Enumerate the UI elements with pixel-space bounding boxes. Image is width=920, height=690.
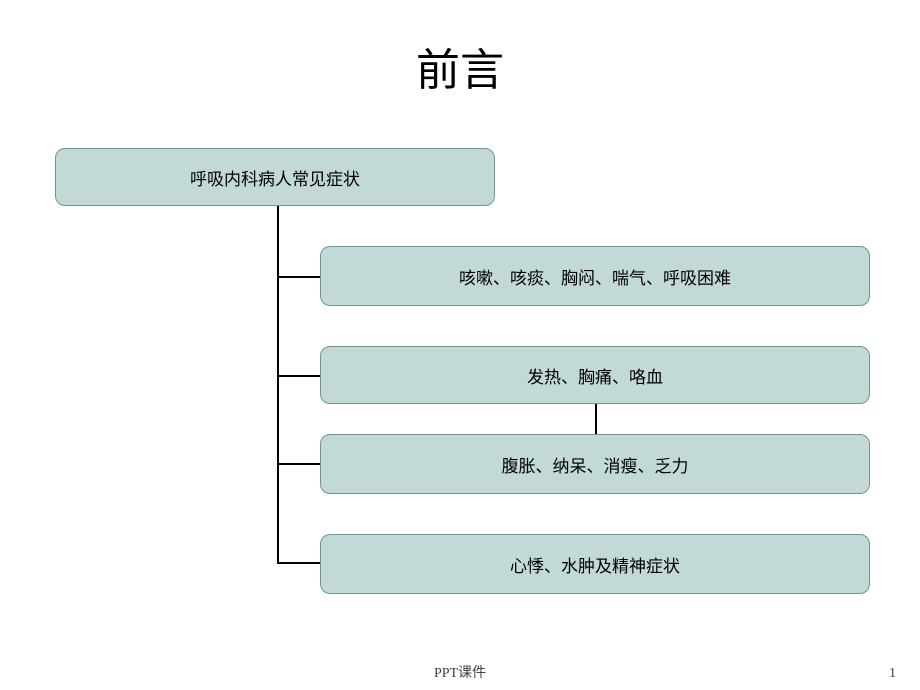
tree-branch-4 bbox=[277, 562, 320, 564]
tree-branch-3 bbox=[277, 463, 320, 465]
vertical-link-2-3 bbox=[595, 404, 597, 434]
child-node-2-label: 发热、胸痛、咯血 bbox=[527, 363, 663, 388]
root-node: 呼吸内科病人常见症状 bbox=[55, 148, 495, 206]
tree-trunk bbox=[277, 206, 279, 564]
tree-branch-2 bbox=[277, 375, 320, 377]
child-node-1-label: 咳嗽、咳痰、胸闷、喘气、呼吸困难 bbox=[459, 264, 731, 289]
root-node-label: 呼吸内科病人常见症状 bbox=[190, 165, 360, 190]
footer-center-label: PPT课件 bbox=[434, 662, 486, 682]
child-node-2: 发热、胸痛、咯血 bbox=[320, 346, 870, 404]
child-node-4-label: 心悸、水肿及精神症状 bbox=[510, 552, 680, 577]
slide-title: 前言 bbox=[0, 34, 920, 98]
child-node-3: 腹胀、纳呆、消瘦、乏力 bbox=[320, 434, 870, 494]
tree-branch-1 bbox=[277, 276, 320, 278]
child-node-4: 心悸、水肿及精神症状 bbox=[320, 534, 870, 594]
page-number: 1 bbox=[889, 666, 896, 682]
child-node-3-label: 腹胀、纳呆、消瘦、乏力 bbox=[502, 452, 689, 477]
child-node-1: 咳嗽、咳痰、胸闷、喘气、呼吸困难 bbox=[320, 246, 870, 306]
